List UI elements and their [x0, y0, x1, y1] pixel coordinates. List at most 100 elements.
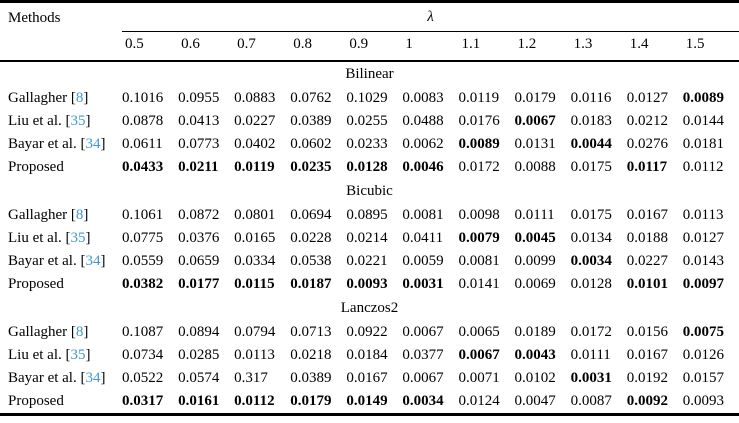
table-row: Liu et al. [35] 0.0878 0.0413 0.0227 0.0389 0… — [0, 110, 739, 133]
citation-link[interactable]: 35 — [70, 347, 86, 363]
citation-link[interactable]: 34 — [85, 136, 101, 152]
lambda-col-header-1.4: 1.4 — [626, 31, 683, 62]
value-cell: 0.0872 — [178, 207, 220, 223]
value-cell: 0.0176 — [458, 113, 500, 129]
value-cell: 0.0113 — [234, 347, 275, 363]
value-cell: 0.0165 — [234, 230, 276, 246]
methods-column-header: Methods — [0, 1, 122, 62]
value-cell: 0.0211 — [178, 159, 219, 175]
value-cell: 0.0794 — [234, 324, 276, 340]
lambda-column-group-header: λ — [122, 1, 739, 32]
value-cell: 0.0044 — [570, 136, 612, 152]
value-cell: 0.0088 — [514, 159, 556, 175]
value-cell: 0.0602 — [290, 136, 332, 152]
value-cell: 0.0127 — [626, 90, 668, 106]
value-cell: 0.0167 — [626, 207, 668, 223]
value-cell: 0.1061 — [122, 207, 164, 223]
section-title: Bilinear — [345, 66, 394, 82]
value-cell: 0.0144 — [682, 113, 725, 129]
value-cell: 0.0227 — [626, 253, 668, 269]
value-cell: 0.0187 — [290, 276, 332, 292]
value-cell: 0.0116 — [570, 90, 612, 106]
header-row-top: Methods λ — [0, 1, 739, 62]
table-row: Liu et al. [35] 0.0775 0.0376 0.0165 0.0228 0… — [0, 227, 739, 250]
value-cell: 0.0111 — [514, 207, 555, 223]
value-cell: 0.1087 — [122, 324, 164, 340]
value-cell: 0.1016 — [122, 90, 164, 106]
citation-link[interactable]: 8 — [75, 90, 84, 106]
value-cell: 0.0111 — [570, 347, 611, 363]
value-cell: 0.0119 — [234, 159, 275, 175]
value-cell: 0.0098 — [458, 207, 500, 223]
citation-link[interactable]: 8 — [75, 207, 84, 223]
value-cell: 0.0045 — [514, 230, 556, 246]
value-cell: 0.0694 — [290, 207, 332, 223]
value-cell: 0.0071 — [458, 370, 500, 386]
value-cell: 0.0143 — [682, 253, 725, 269]
header-row-lambda-values: 0.5 0.6 0.7 0.8 0.9 1 1.1 1.2 1.3 1.4 1.… — [0, 31, 739, 62]
value-cell: 0.0102 — [514, 370, 556, 386]
value-cell: 0.0488 — [402, 113, 444, 129]
value-cell: 0.0659 — [178, 253, 220, 269]
value-cell: 0.0093 — [346, 276, 388, 292]
value-cell: 0.0184 — [346, 347, 388, 363]
lambda-col-header-0.9: 0.9 — [346, 31, 403, 62]
value-cell: 0.0083 — [402, 90, 444, 106]
table-row: Gallagher [8] 0.1061 0.0872 0.0801 0.0694 0.0… — [0, 204, 739, 227]
value-cell: 0.0574 — [178, 370, 220, 386]
value-cell: 0.0895 — [346, 207, 388, 223]
lambda-col-header-0.6: 0.6 — [178, 31, 235, 62]
value-cell: 0.0043 — [514, 347, 556, 363]
table-row: Bayar et al. [34] 0.0611 0.0773 0.0402 0.060… — [0, 133, 739, 156]
value-cell: 0.0411 — [402, 230, 444, 246]
citation-link[interactable]: 35 — [70, 230, 86, 246]
value-cell: 0.0183 — [570, 113, 612, 129]
value-cell: 0.0376 — [178, 230, 220, 246]
value-cell: 0.0377 — [402, 347, 444, 363]
lambda-col-header-0.8: 0.8 — [290, 31, 347, 62]
citation-link[interactable]: 8 — [75, 324, 84, 340]
value-cell: 0.0101 — [626, 276, 668, 292]
value-cell: 0.0713 — [290, 324, 332, 340]
value-cell: 0.0611 — [122, 136, 163, 152]
value-cell: 0.0031 — [570, 370, 612, 386]
section-header-row: Lanczos2 — [0, 296, 739, 321]
value-cell: 0.0112 — [682, 159, 724, 175]
method-name: Bayar et al. [34] — [8, 253, 106, 269]
value-cell: 0.0128 — [570, 276, 612, 292]
value-cell: 0.0089 — [682, 90, 725, 106]
citation-link[interactable]: 35 — [70, 113, 86, 129]
value-cell: 0.0167 — [626, 347, 668, 363]
value-cell: 0.0255 — [346, 113, 388, 129]
value-cell: 0.0538 — [290, 253, 332, 269]
value-cell: 0.0081 — [402, 207, 444, 223]
method-name: Gallagher [8] — [8, 324, 89, 340]
value-cell: 0.0034 — [570, 253, 612, 269]
citation-link[interactable]: 34 — [85, 370, 101, 386]
value-cell: 0.0067 — [402, 370, 444, 386]
method-name: Liu et al. [35] — [8, 113, 91, 129]
table-row: Proposed 0.0433 0.0211 0.0119 0.0235 0.0128 0.… — [0, 156, 739, 179]
section-title: Bicubic — [346, 183, 393, 199]
method-name: Liu et al. [35] — [8, 230, 91, 246]
value-cell: 0.0214 — [346, 230, 388, 246]
value-cell: 0.0047 — [514, 393, 556, 409]
value-cell: 0.0115 — [234, 276, 275, 292]
method-name: Bayar et al. [34] — [8, 136, 106, 152]
value-cell: 0.0212 — [626, 113, 668, 129]
value-cell: 0.0087 — [570, 393, 612, 409]
value-cell: 0.0233 — [346, 136, 388, 152]
value-cell: 0.0878 — [122, 113, 164, 129]
value-cell: 0.0034 — [402, 393, 444, 409]
value-cell: 0.0433 — [122, 159, 164, 175]
value-cell: 0.0172 — [570, 324, 612, 340]
table-row: Proposed 0.0382 0.0177 0.0115 0.0187 0.0093 0.… — [0, 273, 739, 296]
value-cell: 0.0119 — [458, 90, 500, 106]
value-cell: 0.0067 — [402, 324, 444, 340]
value-cell: 0.0089 — [458, 136, 500, 152]
citation-link[interactable]: 34 — [85, 253, 101, 269]
value-cell: 0.0922 — [346, 324, 388, 340]
lambda-col-header-1.1: 1.1 — [458, 31, 515, 62]
value-cell: 0.0113 — [682, 207, 724, 223]
value-cell: 0.0179 — [514, 90, 556, 106]
